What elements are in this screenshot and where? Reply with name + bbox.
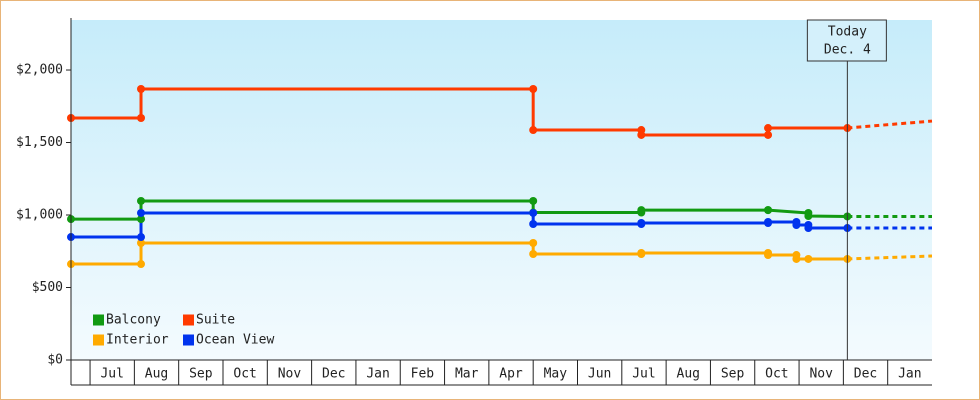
point [764, 217, 773, 226]
x-tick-label: Mar [455, 367, 479, 382]
point [137, 196, 146, 205]
point [529, 85, 538, 94]
legend-label: Suite [196, 313, 235, 328]
x-tick-label: Jan [898, 367, 921, 382]
x-tick-label: Nov [809, 367, 833, 382]
x-tick-label: Apr [499, 367, 523, 382]
point [529, 196, 538, 205]
x-tick-label: Dec [322, 367, 345, 382]
point [637, 130, 646, 139]
point [137, 233, 146, 242]
x-tick-label: Feb [411, 367, 435, 382]
point [764, 251, 773, 260]
point [137, 215, 146, 224]
legend-label: Balcony [106, 313, 161, 328]
point [529, 250, 538, 259]
y-tick-label: $1,500 [16, 135, 63, 150]
x-tick-label: Nov [278, 367, 302, 382]
today-box [806, 19, 887, 62]
legend-swatch [93, 314, 104, 326]
x-tick-label: Oct [765, 367, 788, 382]
point [137, 114, 146, 123]
y-tick-label: $1,000 [16, 208, 63, 223]
today-label: Today [828, 25, 867, 40]
point [804, 224, 813, 233]
point [529, 126, 538, 135]
legend-label: Ocean View [196, 333, 274, 348]
y-tick-label: $2,000 [16, 63, 63, 78]
point [764, 130, 773, 139]
x-tick-label: Aug [677, 367, 700, 382]
point [637, 248, 646, 257]
x-tick-label: Sep [189, 367, 213, 382]
point [137, 85, 146, 94]
point [637, 218, 646, 227]
point [764, 124, 773, 133]
x-tick-label: Dec [854, 367, 877, 382]
point [529, 220, 538, 228]
x-tick-label: Jan [366, 367, 389, 382]
point [804, 254, 813, 263]
point [137, 238, 146, 247]
point [792, 254, 801, 263]
point [529, 208, 538, 217]
y-tick-label: $0 [47, 353, 63, 368]
today-label: Dec. 4 [824, 43, 871, 58]
legend-label: Interior [106, 333, 169, 348]
plot-area [71, 20, 932, 360]
point [804, 212, 813, 221]
x-tick-label: May [544, 367, 568, 382]
x-tick-label: Aug [145, 367, 168, 382]
x-tick-label: Sep [721, 367, 745, 382]
legend-swatch [183, 334, 194, 346]
point [137, 260, 146, 269]
legend-swatch [183, 314, 194, 326]
point [529, 238, 538, 247]
point [764, 206, 773, 215]
y-tick-label: $500 [32, 280, 63, 295]
x-tick-label: Jul [100, 367, 123, 382]
legend-swatch [93, 334, 104, 346]
point [137, 208, 146, 217]
x-tick-label: Jun [588, 367, 611, 382]
point [637, 206, 646, 215]
x-tick-label: Oct [233, 367, 256, 382]
x-tick-label: Jul [632, 367, 655, 382]
point [792, 221, 801, 230]
